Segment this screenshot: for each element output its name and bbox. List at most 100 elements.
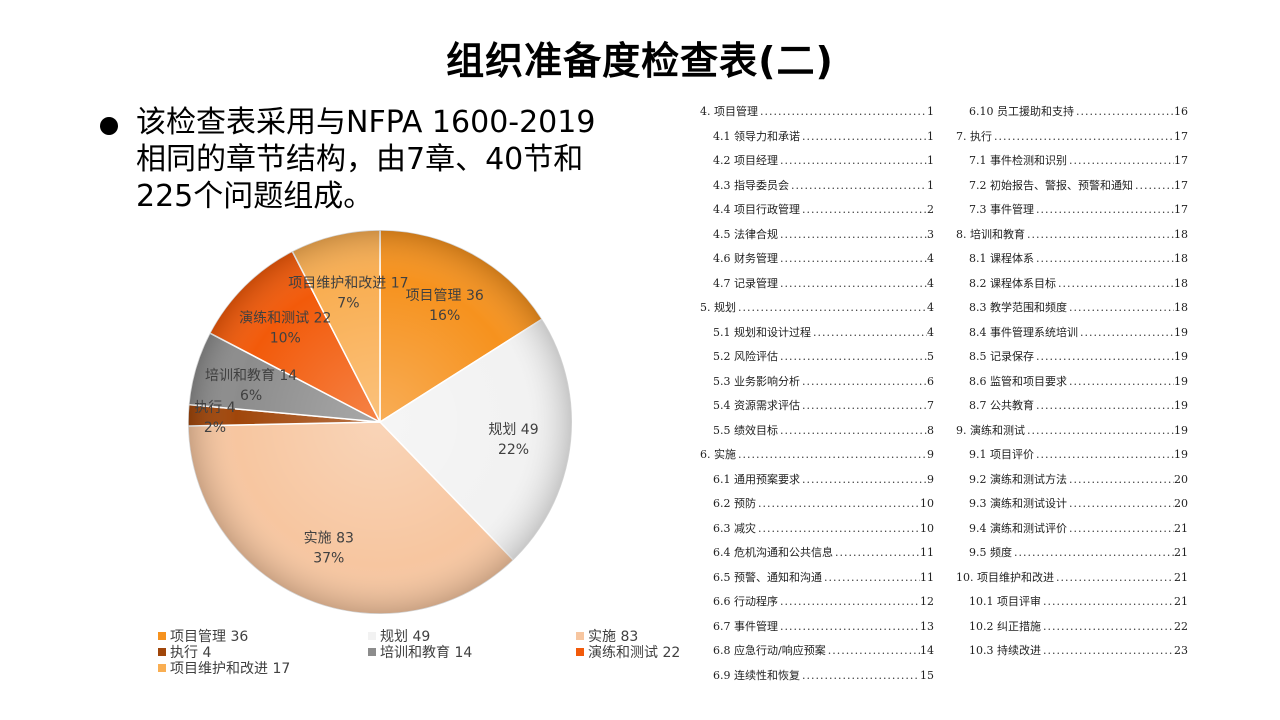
toc-entry-label: 6.5 预警、通知和沟通	[713, 570, 822, 584]
toc-entry-label: 6.9 连续性和恢复	[713, 668, 800, 682]
toc-entry: 8.1 课程体系 18	[956, 247, 1188, 272]
toc-entry-label: 6.7 事件管理	[713, 619, 778, 633]
toc-entry-page: 7	[927, 399, 934, 412]
toc-entry-page: 3	[927, 227, 934, 241]
toc-leader-dots	[778, 590, 920, 615]
toc-entry-page: 1	[927, 154, 934, 167]
toc-entry-label: 5.4 资源需求评估	[713, 399, 800, 412]
legend-swatch	[576, 648, 584, 656]
toc-entry-label: 4.1 领导力和承诺	[713, 129, 800, 143]
toc-entry-page: 19	[1174, 325, 1188, 339]
toc-leader-dots	[778, 419, 927, 444]
toc-leader-dots	[1067, 296, 1174, 321]
slice-label: 培训和教育 14	[205, 368, 297, 384]
toc-entry: 6.5 预警、通知和沟通 11	[700, 566, 934, 591]
toc-leader-dots	[1067, 370, 1174, 395]
toc-entry-label: 7.2 初始报告、警报、预警和通知	[969, 178, 1133, 192]
toc-entry-page: 20	[1174, 472, 1188, 486]
toc-leader-dots	[800, 198, 927, 223]
toc-entry: 7.1 事件检测和识别 17	[956, 149, 1188, 174]
toc-entry-page: 17	[1174, 154, 1188, 167]
toc-leader-dots	[736, 443, 927, 468]
toc-entry-label: 10.3 持续改进	[969, 644, 1041, 657]
toc-entry-label: 8. 培训和教育	[956, 227, 1025, 241]
toc-entry-label: 8.4 事件管理系统培训	[969, 325, 1078, 339]
toc-entry-page: 22	[1174, 619, 1188, 633]
toc-leader-dots	[778, 149, 927, 174]
toc-entry-page: 1	[927, 105, 934, 118]
slice-label: 规划 49	[488, 422, 538, 438]
slice-percent: 2%	[204, 420, 226, 436]
legend-label: 规划 49	[380, 629, 431, 645]
legend-label: 实施 83	[588, 629, 639, 645]
toc-entry: 7. 执行 17	[956, 125, 1188, 150]
bullet-icon	[100, 117, 118, 135]
toc-entry-page: 10	[920, 497, 934, 510]
toc-entry-page: 11	[920, 570, 934, 584]
legend-swatch	[158, 648, 166, 656]
bullet-text: 该检查表采用与NFPA 1600-2019 相同的章节结构，由7章、40节和 2…	[136, 104, 640, 215]
pie-chart: 项目管理 36 16% 规划 49 22% 实施 83 37% 执行 4 2% 培训和教育 14…	[187, 229, 573, 615]
toc-entry-page: 21	[1174, 546, 1188, 559]
legend-label: 培训和教育 14	[380, 645, 473, 661]
toc-entry-label: 10.2 纠正措施	[969, 619, 1041, 633]
toc-entry-label: 8.6 监管和项目要求	[969, 374, 1067, 388]
legend-label: 执行 4	[170, 645, 212, 661]
toc-leader-dots	[800, 125, 927, 150]
toc-entry-label: 9.5 频度	[969, 546, 1012, 559]
toc-leader-dots	[1067, 468, 1174, 493]
toc-entry-page: 1	[927, 178, 934, 192]
toc-entry: 4. 项目管理 1	[700, 100, 934, 125]
toc-leader-dots	[800, 394, 927, 419]
toc-leader-dots	[833, 541, 920, 566]
toc-entry-label: 4.7 记录管理	[713, 276, 778, 290]
toc-entry-label: 8.1 课程体系	[969, 252, 1034, 265]
toc-entry-page: 5	[927, 350, 934, 363]
legend-label: 项目管理 36	[170, 629, 249, 645]
toc-entry-label: 4.5 法律合规	[713, 227, 778, 241]
toc-entry-label: 7.3 事件管理	[969, 203, 1034, 216]
toc-entry-page: 20	[1174, 497, 1188, 510]
toc-entry: 9. 演练和测试 19	[956, 419, 1188, 444]
toc-leader-dots	[800, 370, 927, 395]
toc-entry: 5. 规划 4	[700, 296, 934, 321]
toc-column-left: 4. 项目管理14.1 领导力和承诺14.2 项目经理14.3 指导委员会14.…	[700, 100, 934, 688]
toc-entry-label: 5.5 绩效目标	[713, 423, 778, 437]
toc-entry-label: 8.2 课程体系目标	[969, 276, 1056, 290]
toc-entry: 4.3 指导委员会 1	[700, 174, 934, 199]
legend-label: 项目维护和改进 17	[170, 661, 291, 677]
toc-leader-dots	[736, 296, 927, 321]
slice-label: 实施 83	[304, 530, 354, 546]
legend-label: 演练和测试 22	[588, 645, 681, 661]
toc-entry: 5.1 规划和设计过程 4	[700, 321, 934, 346]
toc-leader-dots	[1067, 149, 1174, 174]
toc-leader-dots	[789, 174, 927, 199]
toc-leader-dots	[1041, 615, 1174, 640]
slice-label: 执行 4	[194, 400, 235, 416]
toc-entry: 6.1 通用预案要求 9	[700, 468, 934, 493]
legend-item: 实施 83	[576, 628, 639, 645]
toc-entry-label: 5.2 风险评估	[713, 350, 778, 363]
toc-entry-label: 5.3 业务影响分析	[713, 374, 800, 388]
chart-legend: 项目管理 36 规划 49 实施 83 执行 4 培训和教育 14 演练和测试 …	[158, 628, 718, 677]
slice-label: 项目维护和改进 17	[288, 275, 408, 291]
toc-entry-page: 4	[927, 252, 934, 265]
toc-entry: 6.3 减灾 10	[700, 517, 934, 542]
toc-leader-dots	[1034, 394, 1174, 419]
toc-entry-page: 18	[1174, 227, 1188, 241]
toc-leader-dots	[758, 100, 927, 125]
toc-leader-dots	[1067, 517, 1174, 542]
toc-entry: 7.2 初始报告、警报、预警和通知 17	[956, 174, 1188, 199]
toc-entry-page: 17	[1174, 203, 1188, 216]
toc-entry: 8.4 事件管理系统培训 19	[956, 321, 1188, 346]
toc-entry-page: 1	[927, 129, 934, 143]
toc-leader-dots	[778, 247, 927, 272]
toc-entry-page: 2	[927, 203, 934, 216]
toc-entry: 10. 项目维护和改进 21	[956, 566, 1188, 591]
toc-leader-dots	[800, 664, 920, 689]
toc-entry: 8.7 公共教育 19	[956, 394, 1188, 419]
toc-entry-page: 4	[927, 276, 934, 290]
legend-item: 执行 4	[158, 644, 368, 661]
bullet-line: 该检查表采用与NFPA 1600-2019	[136, 105, 596, 140]
toc-leader-dots	[822, 566, 920, 591]
